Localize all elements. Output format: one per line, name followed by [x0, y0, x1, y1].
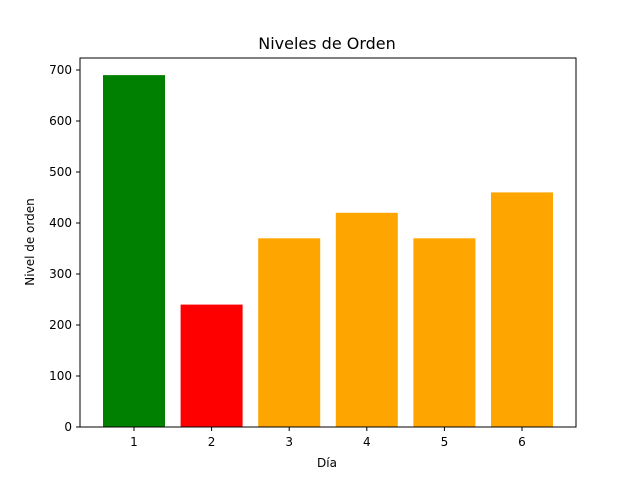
y-tick-label: 0: [64, 420, 72, 434]
bar-day-4: [335, 212, 398, 427]
x-tick-label: 1: [130, 435, 138, 449]
y-tick-label: 300: [49, 267, 72, 281]
x-axis-ticks: 1 2 3 4 5 6: [130, 427, 526, 449]
y-axis-ticks: 0 100 200 300 400 500 600 700: [49, 63, 80, 434]
y-tick-label: 500: [49, 165, 72, 179]
x-tick-label: 4: [363, 435, 371, 449]
bar-day-3: [258, 238, 321, 427]
x-tick-label: 3: [285, 435, 293, 449]
bar-day-5: [413, 238, 476, 427]
y-tick-label: 100: [49, 369, 72, 383]
plot-frame: [79, 57, 577, 428]
y-axis-title: Nivel de orden: [23, 198, 37, 285]
y-tick-label: 600: [49, 114, 72, 128]
x-tick-label: 2: [208, 435, 216, 449]
x-tick-label: 6: [518, 435, 526, 449]
bar-day-6: [491, 192, 553, 427]
chart-title: Niveles de Orden: [258, 34, 396, 53]
y-tick-label: 400: [49, 216, 72, 230]
y-tick-label: 200: [49, 318, 72, 332]
bar-day-2: [180, 304, 243, 427]
x-axis-title: Día: [317, 456, 337, 470]
bars-layer: [103, 75, 553, 427]
x-tick-label: 5: [441, 435, 449, 449]
bar-day-1: [103, 75, 165, 427]
y-tick-label: 700: [49, 63, 72, 77]
